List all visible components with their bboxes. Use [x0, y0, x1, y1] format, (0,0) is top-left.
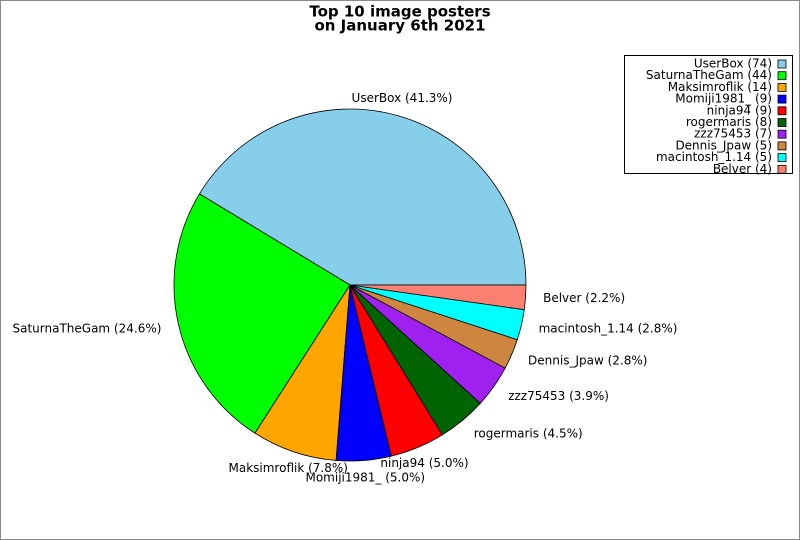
- slice-label: Maksimroflik (7.8%): [229, 461, 348, 475]
- legend-label: zzz75453 (7): [694, 127, 772, 141]
- legend-swatch: [777, 94, 787, 104]
- legend-swatch: [777, 59, 787, 69]
- legend-swatch: [777, 129, 787, 139]
- legend-label: SaturnaTheGam (44): [646, 68, 772, 82]
- legend-label: Maksimroflik (14): [668, 80, 772, 94]
- slice-label: Momiji1981_ (5.0%): [305, 470, 425, 484]
- legend-swatch: [777, 141, 787, 151]
- slice-label: UserBox (41.3%): [352, 91, 453, 105]
- legend-label: macintosh_1.14 (5): [656, 150, 772, 164]
- legend-swatch: [777, 106, 787, 116]
- pie-slice: [349, 284, 527, 311]
- legend-label: rogermaris (8): [686, 115, 772, 129]
- slice-label: SaturnaTheGam (24.6%): [12, 321, 161, 335]
- legend-swatch: [777, 118, 787, 127]
- legend-label: Belver (4): [713, 162, 772, 176]
- chart-title: Top 10 image posters: [309, 3, 490, 21]
- slice-label: Dennis_Jpaw (2.8%): [528, 354, 647, 368]
- legend-swatch: [777, 83, 787, 92]
- legend-swatch: [777, 71, 787, 81]
- legend-swatch: [777, 164, 787, 174]
- chart-title: on January 6th 2021: [314, 17, 485, 35]
- legend-label: UserBox (74): [694, 57, 772, 71]
- slice-label: macintosh_1.14 (2.8%): [539, 321, 678, 335]
- legend-label: Momiji1981_ (9): [675, 92, 772, 106]
- slice-label: ninja94 (5.0%): [380, 456, 468, 470]
- legend-label: ninja94 (9): [707, 103, 772, 117]
- slice-label: rogermaris (4.5%): [474, 426, 583, 440]
- legend-swatch: [777, 153, 787, 163]
- slice-label: zzz75453 (3.9%): [508, 389, 609, 403]
- legend-box: [624, 55, 793, 174]
- pie-slice: [198, 108, 527, 286]
- slice-label: Belver (2.2%): [543, 291, 625, 305]
- legend-label: Dennis_Jpaw (5): [675, 138, 772, 152]
- pie-slice: [173, 193, 351, 434]
